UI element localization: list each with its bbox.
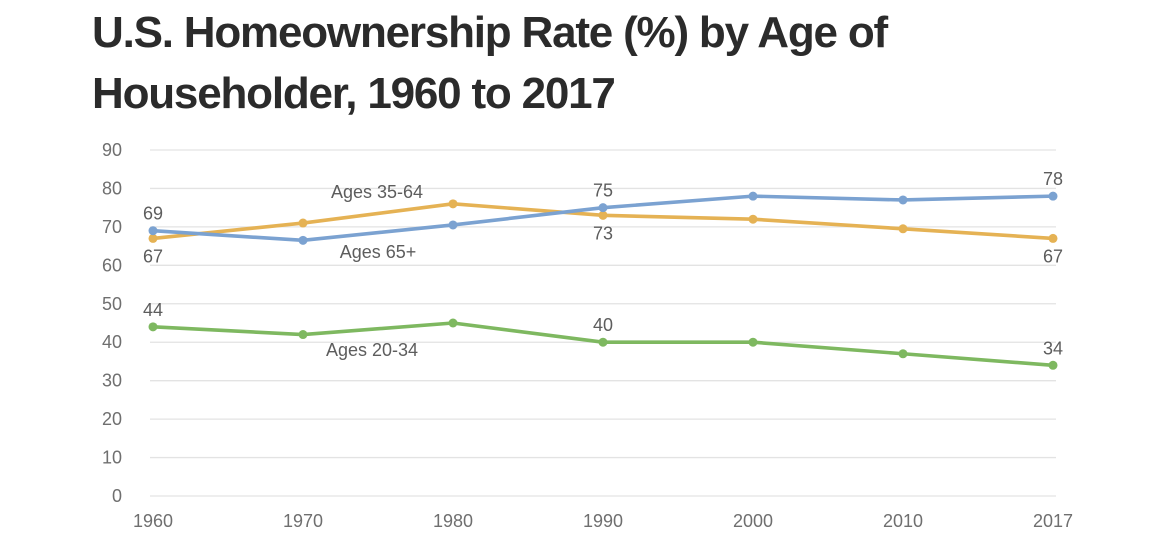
- x-axis-tick-label: 2000: [733, 511, 773, 531]
- data-point-label: 78: [1043, 169, 1063, 189]
- data-point-ages-20-34: [748, 337, 758, 347]
- data-point-ages-35-64: [748, 214, 758, 224]
- data-point-ages-20-34: [148, 322, 158, 332]
- data-point-ages-65: [598, 203, 608, 213]
- series-inline-label: Ages 35-64: [331, 182, 423, 202]
- x-axis-tick-label: 2017: [1033, 511, 1073, 531]
- y-axis-tick-label: 30: [102, 371, 122, 391]
- data-point-ages-35-64: [598, 210, 608, 220]
- x-axis-tick-label: 1980: [433, 511, 473, 531]
- y-axis-tick-label: 90: [102, 140, 122, 160]
- y-axis-tick-label: 50: [102, 294, 122, 314]
- y-axis-tick-label: 60: [102, 255, 122, 275]
- y-axis-tick-label: 0: [112, 486, 122, 506]
- x-axis-tick-label: 1990: [583, 511, 623, 531]
- data-point-ages-20-34: [598, 337, 608, 347]
- y-axis-tick-label: 40: [102, 332, 122, 352]
- data-point-label: 67: [1043, 246, 1063, 266]
- series-inline-label: Ages 65+: [340, 242, 417, 262]
- data-point-label: 34: [1043, 338, 1063, 358]
- data-point-label: 69: [143, 204, 163, 224]
- x-axis-tick-label: 1970: [283, 511, 323, 531]
- data-point-ages-65: [298, 235, 308, 245]
- x-axis-tick-label: 2010: [883, 511, 923, 531]
- x-axis-tick-label: 1960: [133, 511, 173, 531]
- data-point-ages-35-64: [298, 218, 308, 228]
- data-point-label: 44: [143, 300, 163, 320]
- y-axis-tick-label: 80: [102, 178, 122, 198]
- data-point-ages-35-64: [148, 233, 158, 243]
- y-axis-tick-label: 10: [102, 448, 122, 468]
- data-point-ages-20-34: [1048, 360, 1058, 370]
- data-point-ages-35-64: [448, 199, 458, 209]
- data-point-ages-20-34: [448, 318, 458, 328]
- data-point-label: 40: [593, 315, 613, 335]
- data-point-ages-65: [448, 220, 458, 230]
- data-point-ages-35-64: [898, 224, 908, 234]
- data-point-ages-65: [898, 195, 908, 205]
- chart-title-line1: U.S. Homeownership Rate (%) by Age of: [92, 8, 888, 57]
- y-axis-tick-label: 70: [102, 217, 122, 237]
- data-point-ages-65: [148, 226, 158, 236]
- data-point-ages-20-34: [898, 349, 908, 359]
- data-point-ages-65: [1048, 191, 1058, 201]
- y-axis-tick-label: 20: [102, 409, 122, 429]
- data-point-ages-35-64: [1048, 233, 1058, 243]
- data-point-ages-65: [748, 191, 758, 201]
- data-point-label: 75: [593, 181, 613, 201]
- data-point-label: 73: [593, 223, 613, 243]
- chart-title: U.S. Homeownership Rate (%) by Age of Ho…: [92, 2, 888, 124]
- chart-title-line2: Householder, 1960 to 2017: [92, 69, 616, 118]
- data-point-label: 67: [143, 246, 163, 266]
- series-inline-label: Ages 20-34: [326, 340, 418, 360]
- data-point-ages-20-34: [298, 330, 308, 340]
